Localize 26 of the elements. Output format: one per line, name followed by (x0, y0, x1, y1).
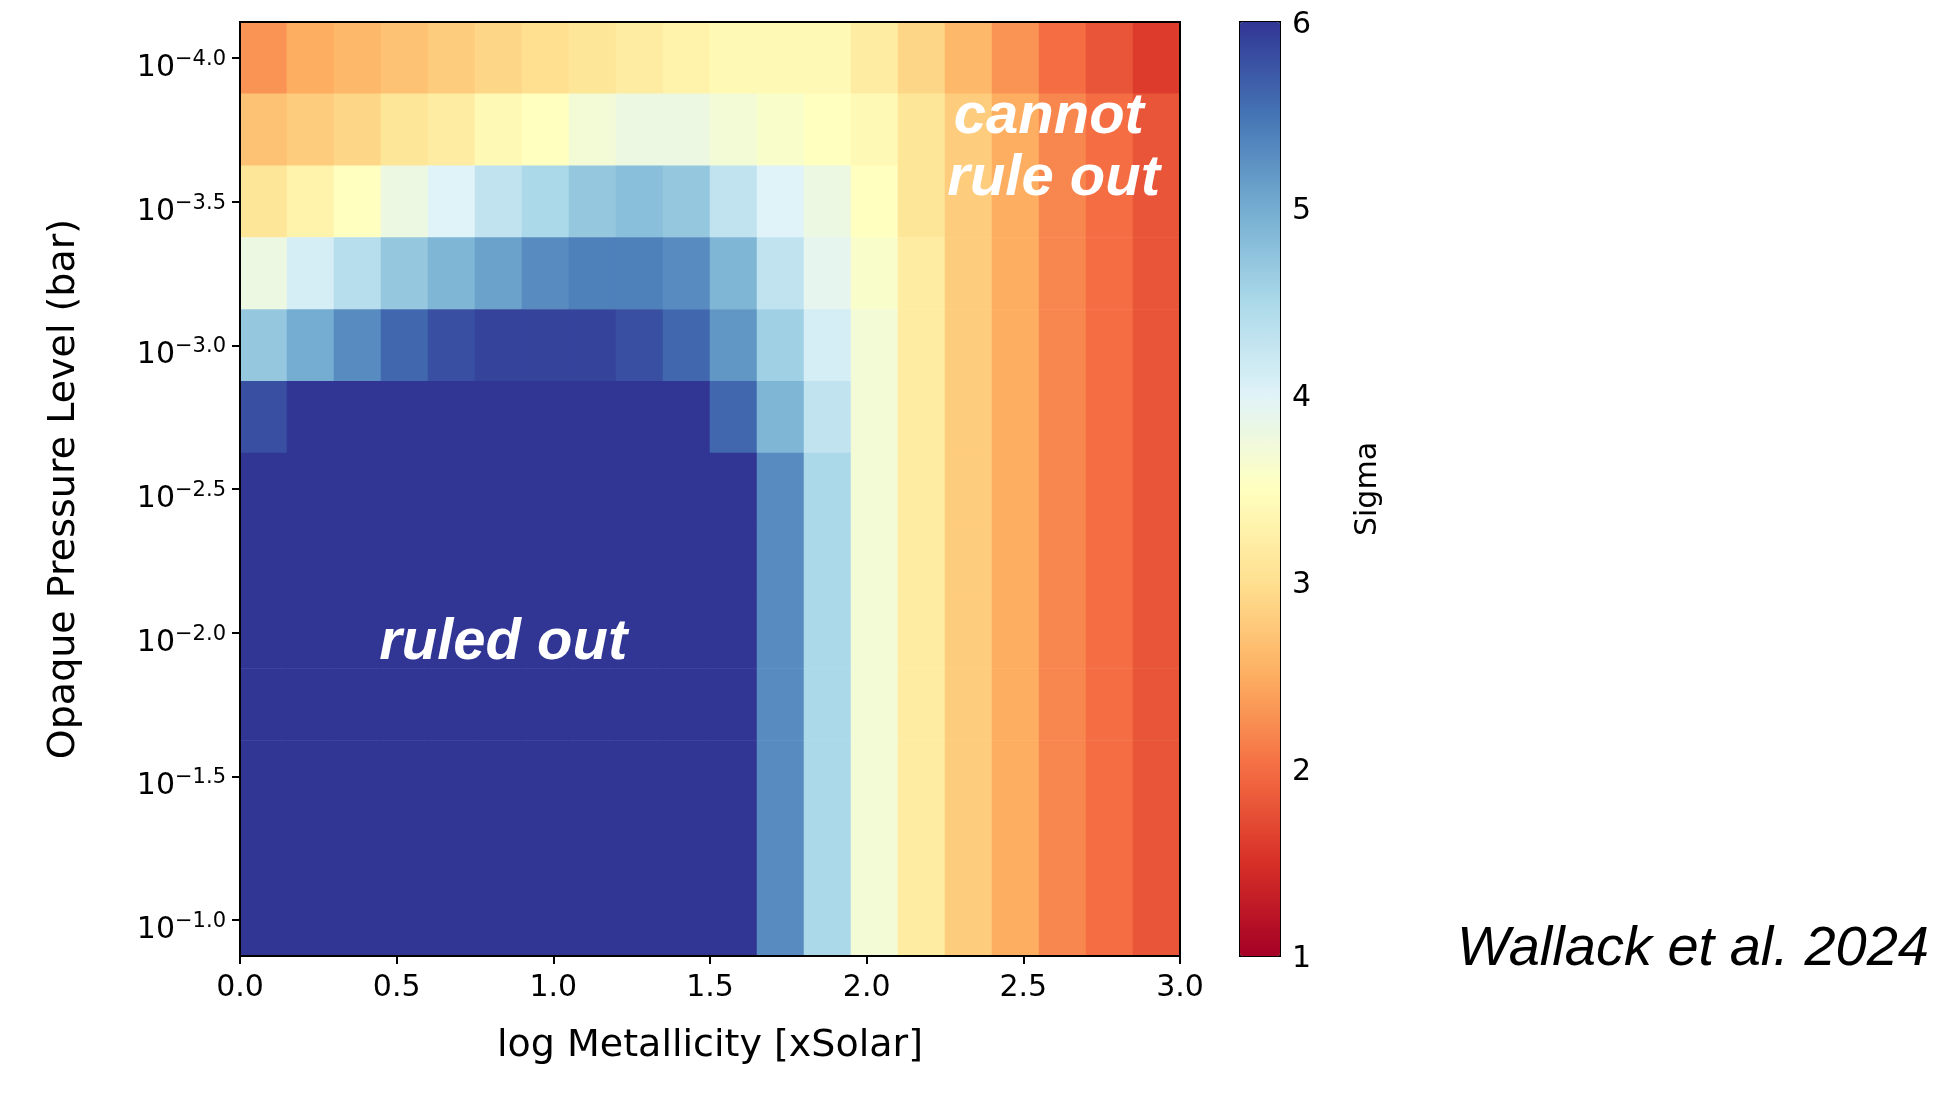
color-bar-title: Sigma (1347, 441, 1383, 537)
annotation: ruled out (379, 605, 630, 671)
x-axis-title: log Metallicity [xSolar] (497, 1021, 923, 1065)
y-tick-label: 10$^{−4.0}$ (136, 44, 226, 85)
text: Wallack et al. 2024 (1456, 913, 1929, 977)
x-tick-label: 0.0 (216, 967, 264, 1003)
color-bar-label: 5 (1292, 191, 1312, 227)
color-bar-label: 4 (1292, 378, 1312, 414)
x-tick-label: 3.0 (1156, 967, 1204, 1003)
color-bar-label: 2 (1292, 751, 1312, 787)
y-axis-title: Opaque Pressure Level (bar) (39, 218, 83, 760)
y-tick-label: 10$^{−3.0}$ (136, 332, 226, 373)
y-tick-label: 10$^{−1.0}$ (136, 907, 226, 948)
x-tick-label: 2.0 (842, 967, 891, 1003)
x-tick-label: 0.5 (372, 967, 421, 1003)
y-tick-label: 10$^{−1.5}$ (136, 763, 226, 804)
y-tick-label: 10$^{−2.0}$ (136, 619, 226, 660)
x-tick-label: 1.0 (529, 967, 578, 1003)
x-tick-label: 2.5 (999, 967, 1048, 1003)
x-tick-label: 1.5 (686, 967, 734, 1003)
y-tick-label: 10$^{−3.5}$ (136, 188, 226, 229)
annotation: cannot rule out (947, 79, 1163, 207)
color-bar-label: 6 (1292, 4, 1312, 40)
color-bar-label: 3 (1292, 564, 1312, 600)
color-bar-label: 1 (1292, 938, 1312, 974)
y-tick-label: 10$^{−2.5}$ (136, 476, 226, 516)
